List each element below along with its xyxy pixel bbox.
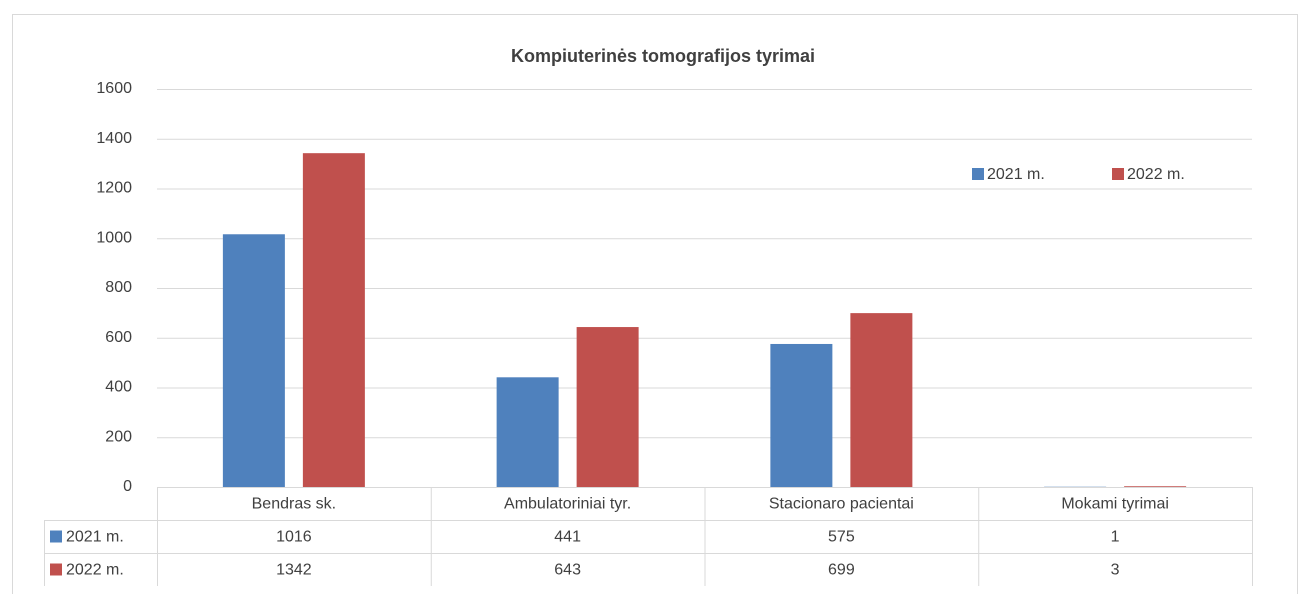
y-tick-label: 1400 [96,130,132,147]
chart-border [12,14,1298,594]
legend-key [972,168,984,180]
y-tick-label: 400 [105,379,132,396]
x-tick-label: Bendras sk. [252,496,336,513]
y-tick-label: 1200 [96,180,132,197]
table-value: 3 [1111,562,1120,579]
legend-label: 2021 m. [987,166,1045,183]
y-tick-label: 800 [105,279,132,296]
table-value: 1 [1111,529,1120,546]
table-value: 441 [554,529,581,546]
y-tick-label: 600 [105,329,132,346]
y-tick-label: 0 [123,478,132,495]
legend-key [1112,168,1124,180]
table-series-name: 2022 m. [66,562,124,579]
y-tick-label: 1600 [96,80,132,97]
x-tick-label: Stacionaro pacientai [769,496,914,513]
legend-label: 2022 m. [1127,166,1185,183]
table-series-name: 2021 m. [66,529,124,546]
chart-title: Kompiuterinės tomografijos tyrimai [511,46,815,66]
y-tick-label: 1000 [96,229,132,246]
bar [1124,486,1187,487]
table-legend-key [50,563,62,576]
bar [850,313,913,487]
table-value: 699 [828,562,855,579]
table-legend-key [50,530,62,543]
bar [770,343,833,487]
y-tick-label: 200 [105,428,132,445]
bar [302,153,365,488]
table-value: 575 [828,529,855,546]
x-tick-label: Mokami tyrimai [1061,496,1169,513]
bar [576,327,639,487]
bar [222,234,285,487]
table-value: 1016 [276,529,312,546]
x-tick-label: Ambulatoriniai tyr. [504,496,631,513]
table-value: 643 [554,562,581,579]
bar [496,377,559,487]
table-value: 1342 [276,562,312,579]
